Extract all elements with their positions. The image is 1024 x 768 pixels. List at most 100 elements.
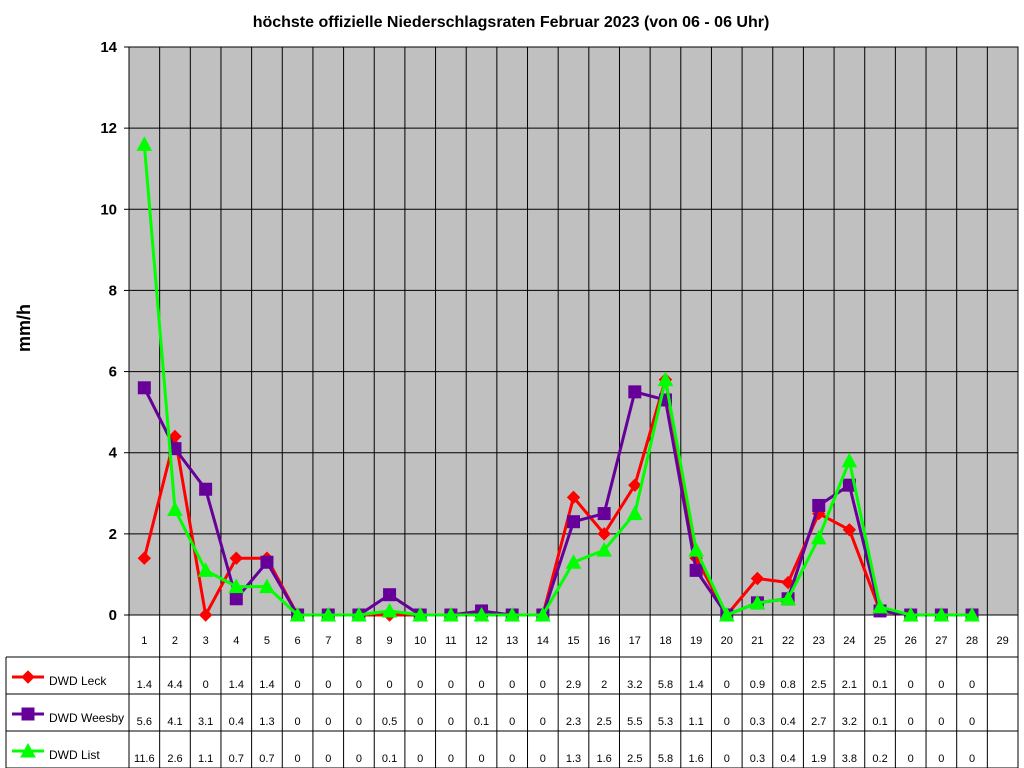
triangle-marker [197,562,214,577]
data-cell: 5.8 [658,753,673,765]
category-label: 2 [172,635,178,647]
category-label: 26 [905,635,917,647]
data-cell: 0 [540,716,546,728]
data-cell: 0.2 [872,753,887,765]
data-cell: 0 [540,753,546,765]
y-tick-label: 10 [100,201,117,218]
category-label: 1 [141,635,147,647]
data-cell: 4.4 [167,679,182,691]
y-tick-label: 12 [100,120,117,137]
data-cell: 2.1 [842,679,857,691]
category-label: 28 [966,635,978,647]
square-marker [21,707,35,721]
category-label: 15 [567,635,579,647]
triangle-marker [20,742,36,758]
data-cell: 0.4 [780,753,795,765]
data-cell: 5.8 [658,679,673,691]
series-dwd-list [136,136,980,622]
triangle-marker [259,578,275,594]
chart-title: höchste offizielle Niederschlagsraten Fe… [253,14,770,31]
data-cell: 1.3 [566,753,581,765]
y-axis-label: mm/h [14,304,34,352]
square-marker [383,588,397,602]
triangle-marker [381,602,398,618]
diamond-marker [198,608,213,622]
data-cell: 3.1 [198,716,213,728]
data-cell: 0 [509,679,515,691]
data-cell: 2.3 [566,716,581,728]
data-cell: 0.1 [382,753,397,765]
triangle-marker [657,371,674,387]
category-label: 5 [264,635,270,647]
triangle-marker [565,554,582,569]
triangle-marker [810,529,827,545]
data-table: 1 2 3 4 5 6 7 8 9 10 11 12 13 14 15 16 17 18 19 20 21 22 23 24 2… [5,615,1019,768]
legend-label: DWD Leck [49,674,107,688]
category-label: 24 [843,635,855,647]
data-cell: 2.6 [167,753,182,765]
triangle-marker [136,136,153,151]
data-cell: 0 [540,679,546,691]
data-cell: 0 [295,716,301,728]
data-cell: 0 [724,679,730,691]
y-tick-label: 6 [109,364,117,381]
data-cell: 2.5 [811,679,826,691]
diamond-marker [842,523,857,537]
data-cell: 1.4 [688,679,703,691]
data-cell: 0 [448,753,454,765]
data-cell: 2.9 [566,679,581,691]
data-cell: 0.1 [872,679,887,691]
data-cell: 5.6 [137,716,152,728]
data-cell: 0 [417,716,423,728]
data-cell: 3.8 [842,753,857,765]
data-cell: 0 [295,679,301,691]
diamond-marker [597,527,611,541]
category-label: 13 [506,635,518,647]
legend-label: DWD List [49,748,100,762]
diamond-marker [750,571,765,586]
legend-label: DWD Weesby [49,711,124,725]
data-cell: 1.1 [688,716,703,728]
data-cell: 0 [938,679,944,691]
triangle-marker [626,505,643,521]
square-marker [597,507,611,521]
data-cell: 0.4 [780,716,795,728]
triangle-marker [504,606,521,622]
data-cell: 0 [325,716,331,728]
diamond-marker [628,478,642,492]
triangle-marker [412,606,429,622]
triangle-marker [289,606,306,622]
data-cell: 0.7 [229,753,244,765]
triangle-marker [473,606,490,622]
category-label: 4 [233,635,239,647]
data-cell: 0.3 [750,753,765,765]
triangle-marker [320,606,337,622]
data-cell: 4.1 [167,716,182,728]
data-cell: 1.6 [597,753,612,765]
data-cell: 0 [908,679,914,691]
y-tick-label: 0 [109,607,117,624]
category-label: 7 [325,635,331,647]
data-cell: 0.1 [474,716,489,728]
triangle-marker [167,501,183,517]
category-label: 12 [475,635,487,647]
category-label: 18 [659,635,671,647]
data-cell: 11.6 [134,753,155,765]
category-label: 21 [751,635,763,647]
triangle-marker [228,578,245,594]
data-cell: 2.5 [627,753,642,765]
data-cell: 0.9 [750,679,765,691]
data-cell: 0 [417,753,423,765]
data-cell: 0.5 [382,716,397,728]
data-cell: 0 [448,716,454,728]
data-cell: 0 [938,716,944,728]
data-cell: 1.3 [259,716,274,728]
data-cell: 0 [295,753,301,765]
data-cell: 0 [203,679,209,691]
category-label: 16 [598,635,610,647]
category-label: 17 [629,635,641,647]
data-cell: 1.4 [229,679,244,691]
triangle-marker [443,606,459,622]
y-tick-label: 4 [109,445,118,462]
square-marker [260,555,274,569]
